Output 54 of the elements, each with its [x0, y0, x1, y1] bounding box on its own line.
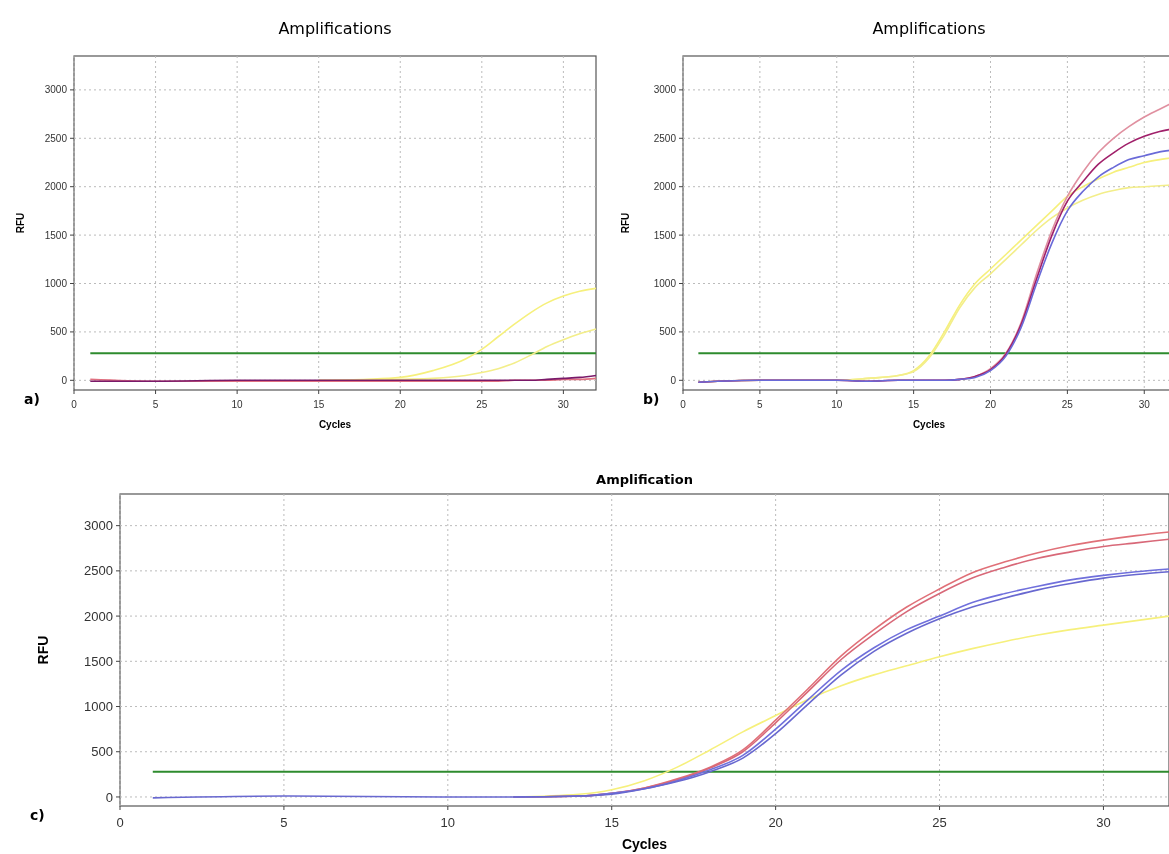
x-axis-title: Cycles	[621, 836, 668, 852]
y-axis-title: RFU	[35, 635, 51, 665]
x-axis-title: Cycles	[912, 419, 946, 430]
y-tick-label: 2000	[653, 181, 677, 193]
x-tick-label: 25	[476, 399, 488, 410]
chart-title: Amplifications	[872, 19, 986, 38]
chart-title: Amplification	[596, 472, 693, 487]
y-tick-label: 2500	[44, 132, 68, 144]
x-tick-label: 20	[984, 399, 997, 410]
y-tick-label: 500	[91, 744, 113, 760]
text: b)	[643, 391, 660, 407]
y-tick-label: 2000	[44, 181, 68, 193]
y-tick-label: 1000	[44, 278, 68, 290]
y-axis-title: RFU	[620, 212, 631, 234]
x-tick-label: 10	[831, 399, 843, 410]
y-tick-label: 1000	[84, 699, 113, 715]
y-tick-label: 1500	[84, 653, 113, 669]
x-tick-label: 15	[908, 399, 920, 410]
y-tick-label: 3000	[653, 84, 677, 96]
x-tick-label: 30	[1138, 399, 1151, 410]
x-tick-label: 15	[604, 815, 619, 830]
x-tick-label: 0	[680, 399, 687, 410]
y-tick-label: 1500	[44, 229, 68, 241]
y-axis-title: RFU	[15, 212, 26, 234]
x-axis-title: Cycles	[318, 419, 352, 430]
x-tick-label: 20	[768, 815, 783, 830]
text: a)	[24, 391, 40, 407]
y-tick-label: 0	[670, 374, 677, 386]
x-tick-label: 20	[394, 399, 407, 410]
y-tick-label: 1500	[653, 229, 677, 241]
x-tick-label: 5	[280, 815, 288, 830]
y-tick-label: 1000	[653, 278, 677, 290]
y-tick-label: 3000	[84, 518, 113, 534]
y-tick-label: 500	[659, 326, 677, 338]
y-tick-label: 0	[105, 789, 113, 805]
x-tick-label: 15	[313, 399, 325, 410]
x-tick-label: 30	[1096, 815, 1111, 830]
x-tick-label: 5	[757, 399, 764, 410]
y-tick-label: 3000	[44, 84, 68, 96]
y-tick-label: 2000	[84, 608, 113, 624]
x-tick-label: 25	[1061, 399, 1074, 410]
x-tick-label: 0	[71, 399, 78, 410]
x-tick-label: 5	[152, 399, 159, 410]
x-tick-label: 25	[932, 815, 947, 830]
x-tick-label: 30	[557, 399, 570, 410]
y-tick-label: 500	[50, 326, 68, 338]
x-tick-label: 10	[231, 399, 244, 410]
y-tick-label: 0	[61, 374, 68, 386]
y-tick-label: 2500	[653, 132, 677, 144]
y-tick-label: 2500	[84, 563, 113, 579]
text: c)	[30, 807, 45, 823]
x-tick-label: 0	[116, 815, 124, 830]
chart-title: Amplifications	[278, 19, 392, 38]
x-tick-label: 10	[440, 815, 456, 830]
